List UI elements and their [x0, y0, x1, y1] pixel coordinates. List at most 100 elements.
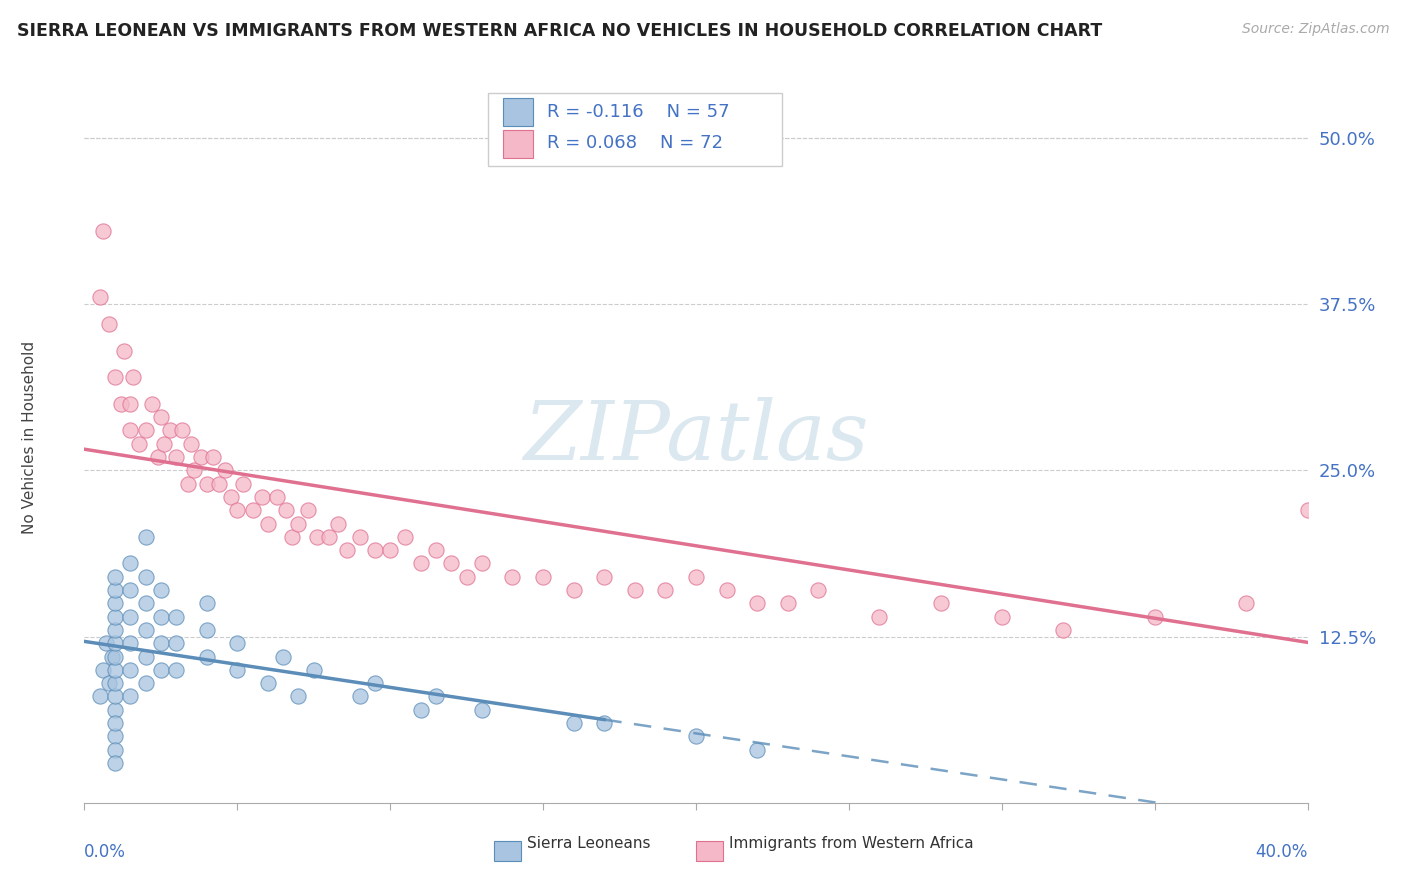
- Point: [101, 649, 124, 664]
- Point: [747, 742, 769, 756]
- Point: [991, 609, 1014, 624]
- Point: [328, 516, 350, 531]
- Point: [104, 623, 127, 637]
- Point: [1143, 609, 1166, 624]
- Point: [747, 596, 769, 610]
- Point: [149, 410, 172, 425]
- Point: [135, 676, 157, 690]
- Text: 0.0%: 0.0%: [84, 843, 127, 861]
- Point: [135, 623, 157, 637]
- Text: R = 0.068    N = 72: R = 0.068 N = 72: [547, 135, 723, 153]
- Point: [349, 530, 371, 544]
- Point: [271, 649, 294, 664]
- Point: [172, 424, 194, 438]
- Point: [250, 490, 273, 504]
- Point: [562, 582, 585, 597]
- Point: [380, 543, 402, 558]
- Point: [120, 663, 142, 677]
- Point: [318, 530, 340, 544]
- Point: [135, 424, 157, 438]
- Point: [219, 490, 242, 504]
- Point: [120, 609, 142, 624]
- Point: [104, 636, 127, 650]
- Point: [226, 636, 249, 650]
- FancyBboxPatch shape: [503, 98, 533, 126]
- Point: [149, 582, 172, 597]
- Point: [91, 224, 114, 238]
- Point: [110, 397, 132, 411]
- FancyBboxPatch shape: [696, 841, 723, 862]
- Point: [120, 397, 142, 411]
- Point: [120, 557, 142, 571]
- Point: [104, 596, 127, 610]
- Point: [654, 582, 676, 597]
- Text: Source: ZipAtlas.com: Source: ZipAtlas.com: [1241, 22, 1389, 37]
- Point: [232, 476, 254, 491]
- Point: [141, 397, 163, 411]
- Point: [195, 476, 218, 491]
- Point: [104, 609, 127, 624]
- Point: [149, 663, 172, 677]
- Point: [471, 557, 494, 571]
- Point: [120, 690, 142, 704]
- Point: [214, 463, 236, 477]
- Point: [128, 436, 150, 450]
- Point: [531, 570, 554, 584]
- Point: [149, 609, 172, 624]
- Point: [1296, 503, 1319, 517]
- Point: [297, 503, 319, 517]
- Point: [1236, 596, 1258, 610]
- Point: [104, 676, 127, 690]
- Point: [776, 596, 799, 610]
- Point: [257, 676, 280, 690]
- Point: [195, 596, 218, 610]
- Point: [165, 663, 187, 677]
- Point: [287, 516, 309, 531]
- Point: [456, 570, 478, 584]
- Text: Sierra Leoneans: Sierra Leoneans: [527, 836, 651, 851]
- Point: [89, 290, 111, 304]
- Point: [502, 570, 524, 584]
- Point: [104, 756, 127, 770]
- Point: [226, 503, 249, 517]
- Point: [471, 703, 494, 717]
- Point: [122, 370, 145, 384]
- Point: [287, 690, 309, 704]
- Point: [869, 609, 891, 624]
- Point: [685, 729, 707, 743]
- Point: [190, 450, 212, 464]
- Point: [104, 690, 127, 704]
- Point: [1327, 530, 1350, 544]
- Point: [440, 557, 463, 571]
- Point: [276, 503, 298, 517]
- Point: [104, 582, 127, 597]
- Text: ZIPatlas: ZIPatlas: [523, 397, 869, 477]
- Text: SIERRA LEONEAN VS IMMIGRANTS FROM WESTERN AFRICA NO VEHICLES IN HOUSEHOLD CORREL: SIERRA LEONEAN VS IMMIGRANTS FROM WESTER…: [17, 22, 1102, 40]
- Point: [104, 649, 127, 664]
- Point: [425, 690, 447, 704]
- Point: [624, 582, 647, 597]
- Point: [208, 476, 231, 491]
- Point: [195, 649, 218, 664]
- Point: [165, 609, 187, 624]
- Point: [149, 636, 172, 650]
- Point: [120, 424, 142, 438]
- Point: [1052, 623, 1074, 637]
- Point: [104, 729, 127, 743]
- Point: [153, 436, 176, 450]
- FancyBboxPatch shape: [503, 130, 533, 158]
- Point: [266, 490, 288, 504]
- Point: [94, 636, 117, 650]
- Point: [242, 503, 264, 517]
- FancyBboxPatch shape: [488, 94, 782, 167]
- Point: [91, 663, 114, 677]
- Point: [120, 582, 142, 597]
- FancyBboxPatch shape: [494, 841, 522, 862]
- Point: [562, 716, 585, 731]
- Point: [104, 570, 127, 584]
- Point: [425, 543, 447, 558]
- Point: [195, 623, 218, 637]
- Point: [593, 716, 616, 731]
- Point: [135, 649, 157, 664]
- Point: [146, 450, 169, 464]
